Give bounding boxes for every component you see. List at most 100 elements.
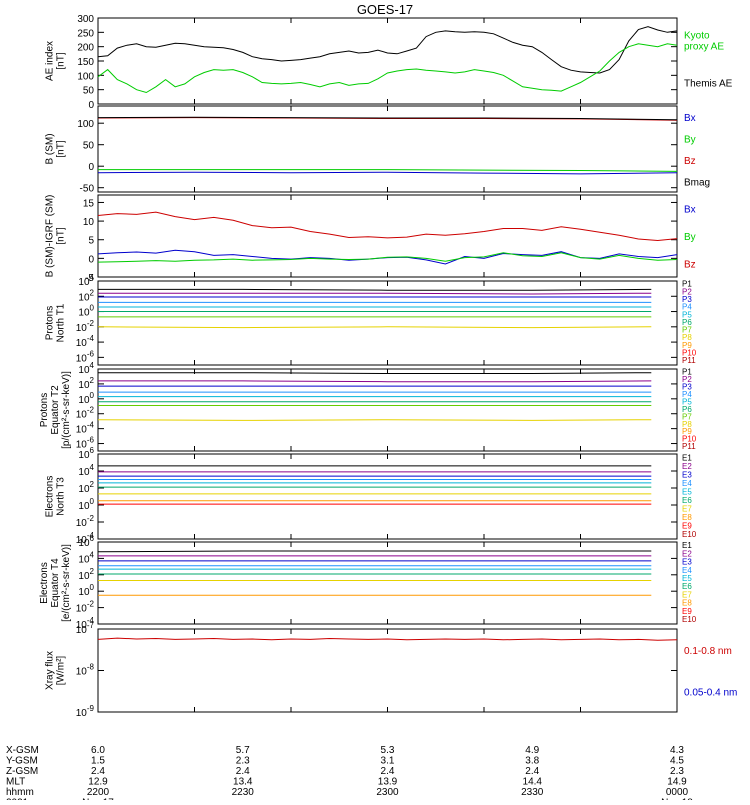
- panel-ylabel: North T1: [56, 303, 67, 342]
- y-tick-label: 0: [88, 100, 94, 111]
- y-tick-label: 104: [78, 361, 94, 376]
- ephemeris-value: 2330: [521, 787, 544, 798]
- series-line-e1: [97, 550, 652, 553]
- panel-ylabel: B (SM)-IGRF (SM): [45, 195, 56, 278]
- ephemeris-value: 4.3: [670, 745, 684, 756]
- channel-label: E4: [682, 566, 692, 575]
- panel-frame: [97, 541, 678, 625]
- channel-label: P9: [682, 341, 692, 350]
- y-tick-label: 10-6: [76, 436, 95, 451]
- panel-ylabel: Equator T2: [50, 385, 61, 435]
- y-tick-label: 102: [78, 567, 94, 582]
- y-tick-label: 100: [78, 583, 94, 598]
- channel-label: P5: [682, 397, 692, 406]
- channel-label: P4: [682, 390, 692, 399]
- panel-frame: [97, 453, 678, 540]
- y-tick-label: 50: [83, 86, 95, 97]
- series-line-bmag: [97, 116, 678, 121]
- panel-ylabel: [nT]: [56, 52, 67, 69]
- y-tick-label: 10-2: [76, 406, 95, 421]
- series-line-p2: [98, 380, 652, 383]
- channel-label: E8: [682, 599, 692, 608]
- ephemeris-value: 2.4: [91, 766, 105, 777]
- y-tick-label: 100: [77, 119, 94, 130]
- panel-ylabel: Electrons: [39, 562, 50, 604]
- channel-label: E5: [682, 487, 692, 496]
- channel-label: P8: [682, 420, 692, 429]
- y-tick-label: 10-8: [76, 663, 95, 678]
- ephemeris-value: 3.1: [381, 756, 395, 767]
- channel-label: E10: [682, 530, 697, 539]
- y-tick-label: 10-2: [76, 319, 95, 334]
- y-tick-label: 15: [83, 198, 95, 209]
- y-tick-label: 300: [77, 14, 94, 25]
- channel-label: P10: [682, 435, 697, 444]
- panel-ae: 0 50 100 150 200 250 300 AE index [nT] Kyotoproxy…: [45, 14, 733, 111]
- channel-label: P1: [682, 368, 692, 377]
- y-tick-label: 10: [83, 217, 95, 228]
- ephemeris-value: 2230: [232, 787, 255, 798]
- legend-entry: Bx: [684, 205, 696, 216]
- legend-entry: Bz: [684, 156, 696, 167]
- ephemeris-row-label: Z-GSM: [6, 766, 38, 777]
- ephemeris-value: 6.0: [91, 745, 105, 756]
- ephemeris-value: 14.4: [523, 777, 543, 788]
- series-line-p2: [98, 292, 652, 295]
- ephemeris-value: 12.9: [88, 777, 108, 788]
- y-tick-label: 5: [88, 236, 94, 247]
- panel-ylabel: North T3: [56, 477, 67, 516]
- panel-ylabel: [nT]: [56, 140, 67, 157]
- panel-ylabel: [nT]: [56, 227, 67, 244]
- ephemeris-value: 0000: [666, 787, 689, 798]
- y-tick-label: 150: [77, 57, 94, 68]
- channel-label: P7: [682, 412, 692, 421]
- channel-label: P2: [682, 287, 692, 296]
- y-tick-label: 100: [77, 71, 94, 82]
- y-tick-label: 10-4: [76, 421, 95, 436]
- y-tick-label: 10-9: [76, 704, 95, 719]
- legend-entry: 0.1-0.8 nm: [684, 646, 732, 657]
- y-tick-label: 50: [83, 141, 95, 152]
- channel-label: E9: [682, 521, 692, 530]
- y-tick-label: -50: [80, 184, 95, 195]
- series-group-p_equator: [97, 372, 652, 421]
- channel-label: P9: [682, 427, 692, 436]
- series-line-bz: [97, 211, 678, 242]
- channel-label: E1: [682, 541, 692, 550]
- ephemeris-row-label: hhmm: [6, 787, 34, 798]
- channel-label: E8: [682, 513, 692, 522]
- y-tick-label: 104: [78, 463, 94, 478]
- ephemeris-row-label: Y-GSM: [6, 756, 38, 767]
- y-tick-label: 10-2: [76, 514, 95, 529]
- series-line-p1: [98, 288, 652, 291]
- y-tick-label: 200: [77, 43, 94, 54]
- panel-frame: [97, 628, 678, 713]
- series-group-e_equator: [97, 550, 652, 596]
- series-group-db: [97, 211, 678, 265]
- channel-label: E10: [682, 615, 697, 624]
- ephemeris-row-label: X-GSM: [6, 745, 39, 756]
- ephemeris-value: 4.5: [670, 756, 684, 767]
- panel-ylabel: Equator T4: [50, 558, 61, 608]
- panel-frame: [97, 17, 678, 105]
- y-tick-label: 100: [78, 304, 94, 319]
- legend-entry: Bmag: [684, 177, 710, 188]
- channel-label: P11: [682, 356, 696, 365]
- channel-label: P5: [682, 310, 692, 319]
- series-line-p8: [97, 419, 652, 421]
- legend-entry: Themis AE: [684, 79, 733, 90]
- series-line-by: [97, 252, 678, 263]
- channel-label: E3: [682, 558, 692, 567]
- y-tick-label: 10-6: [76, 349, 95, 364]
- channel-label: P8: [682, 333, 692, 342]
- panel-ylabel: Protons: [45, 306, 56, 340]
- ephemeris-value: 1.5: [91, 756, 105, 767]
- y-tick-label: -5: [85, 273, 94, 284]
- y-tick-label: 102: [78, 480, 94, 495]
- chart-title: GOES-17: [357, 2, 413, 17]
- y-tick-label: 106: [78, 446, 94, 461]
